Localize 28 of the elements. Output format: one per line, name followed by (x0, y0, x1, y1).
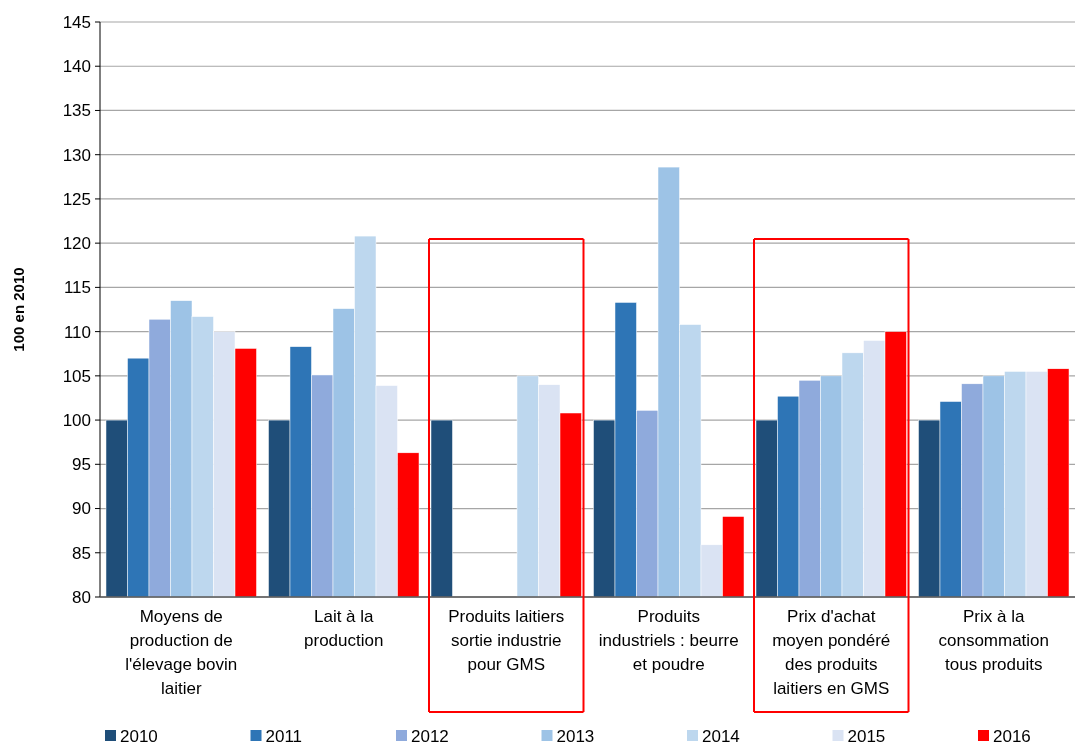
y-tick-label: 105 (62, 366, 91, 386)
y-tick-label: 140 (62, 57, 91, 77)
legend-label: 2013 (556, 726, 595, 745)
y-tick-label: 85 (72, 543, 91, 563)
legend-label: 2011 (265, 726, 303, 745)
x-tick-label: Produits industriels : beurre et poudre (598, 607, 739, 674)
y-tick-label: 130 (62, 145, 91, 165)
y-axis-title: 100 en 2010 (10, 267, 27, 352)
x-tick-label: Prix à la consommation tous produits (938, 607, 1050, 674)
x-tick-label: Lait à la production (304, 607, 384, 650)
legend-label: 2015 (847, 726, 886, 745)
y-tick-label: 80 (72, 587, 91, 607)
legend-label: 2014 (702, 726, 740, 745)
legend-label: 2010 (120, 726, 158, 745)
y-tick-label: 95 (72, 455, 91, 475)
y-tick-label: 90 (72, 499, 91, 519)
y-tick-label: 110 (63, 322, 91, 342)
x-tick-label: Prix d'achat moyen pondéré des produits laitiers en GMS (772, 607, 891, 698)
legend-label: 2016 (993, 726, 1031, 745)
y-tick-label: 100 (62, 411, 91, 431)
y-tick-label: 135 (62, 101, 91, 121)
x-tick-label: Produits laitiers sortie industrie pour GMS (448, 607, 565, 674)
legend-label: 2012 (411, 726, 449, 745)
y-tick-label: 125 (62, 189, 91, 209)
y-tick-label: 145 (62, 12, 91, 32)
y-tick-label: 120 (62, 234, 91, 254)
y-tick-label: 115 (63, 278, 91, 298)
x-tick-label: Moyens de production de l'élevage bovin laitier (125, 607, 238, 698)
